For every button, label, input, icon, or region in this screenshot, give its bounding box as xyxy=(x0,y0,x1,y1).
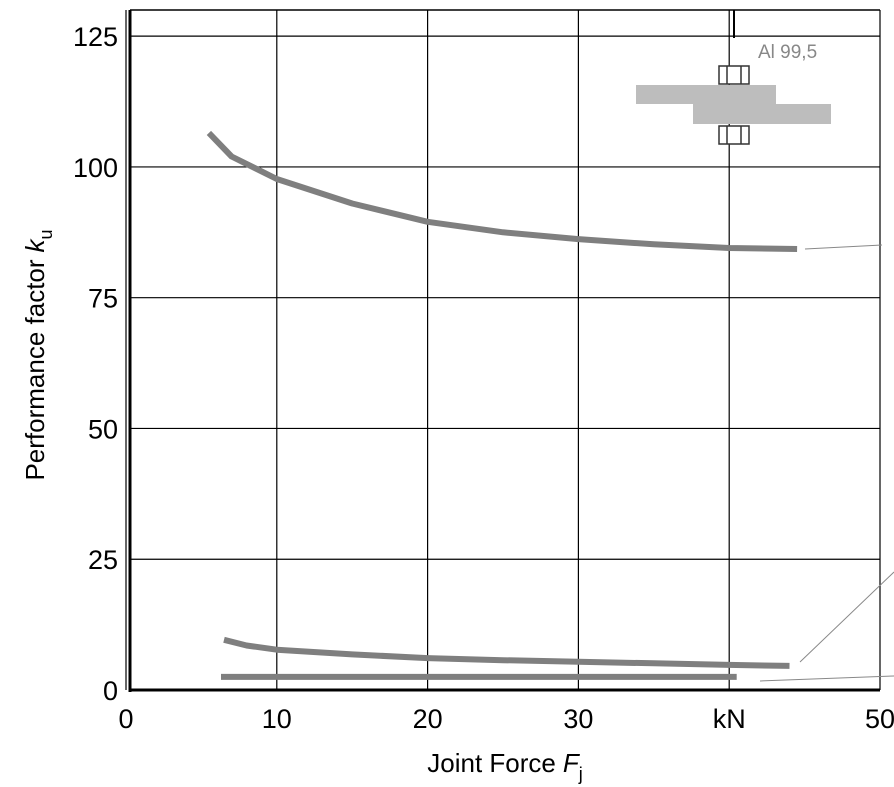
x-tick-label: 50 xyxy=(865,704,894,734)
y-tick-label: 50 xyxy=(88,414,118,444)
inset-diagram: Al 99,5 xyxy=(636,10,831,145)
plate xyxy=(636,85,776,104)
y-tick-label: 75 xyxy=(88,284,118,314)
annotation: Al 99,5 xyxy=(758,42,817,63)
y-axis-label: Performance factor ku xyxy=(20,229,56,480)
y-tick-label: 100 xyxy=(73,153,118,183)
x-tick-label: 10 xyxy=(262,704,292,734)
leader-line xyxy=(804,244,883,250)
x-tick-label: 30 xyxy=(563,704,593,734)
nut xyxy=(718,125,750,145)
x-label-text: Joint Force xyxy=(427,748,556,778)
y-tick-label: 25 xyxy=(88,545,118,575)
data-line xyxy=(206,130,798,252)
y-label-subscript: u xyxy=(36,229,56,239)
x-axis-label: Joint Force Fj xyxy=(427,748,583,784)
x-tick-label: 0 xyxy=(118,704,133,734)
x-tick-label: kN xyxy=(713,704,746,734)
leader-line xyxy=(799,571,894,663)
leader-line xyxy=(759,675,894,682)
y-label-text: Performance factor xyxy=(20,259,50,480)
nut xyxy=(718,65,750,85)
leader-lines xyxy=(759,244,894,682)
y-tick-label: 125 xyxy=(73,22,118,52)
y-tick-label: 0 xyxy=(103,676,118,706)
data-line xyxy=(223,636,790,669)
x-label-symbol: F xyxy=(563,748,581,778)
plate xyxy=(693,104,831,124)
plot-data xyxy=(206,130,798,680)
x-tick-label: 20 xyxy=(413,704,443,734)
y-label-symbol: k xyxy=(20,237,50,252)
x-label-subscript: j xyxy=(578,764,583,784)
